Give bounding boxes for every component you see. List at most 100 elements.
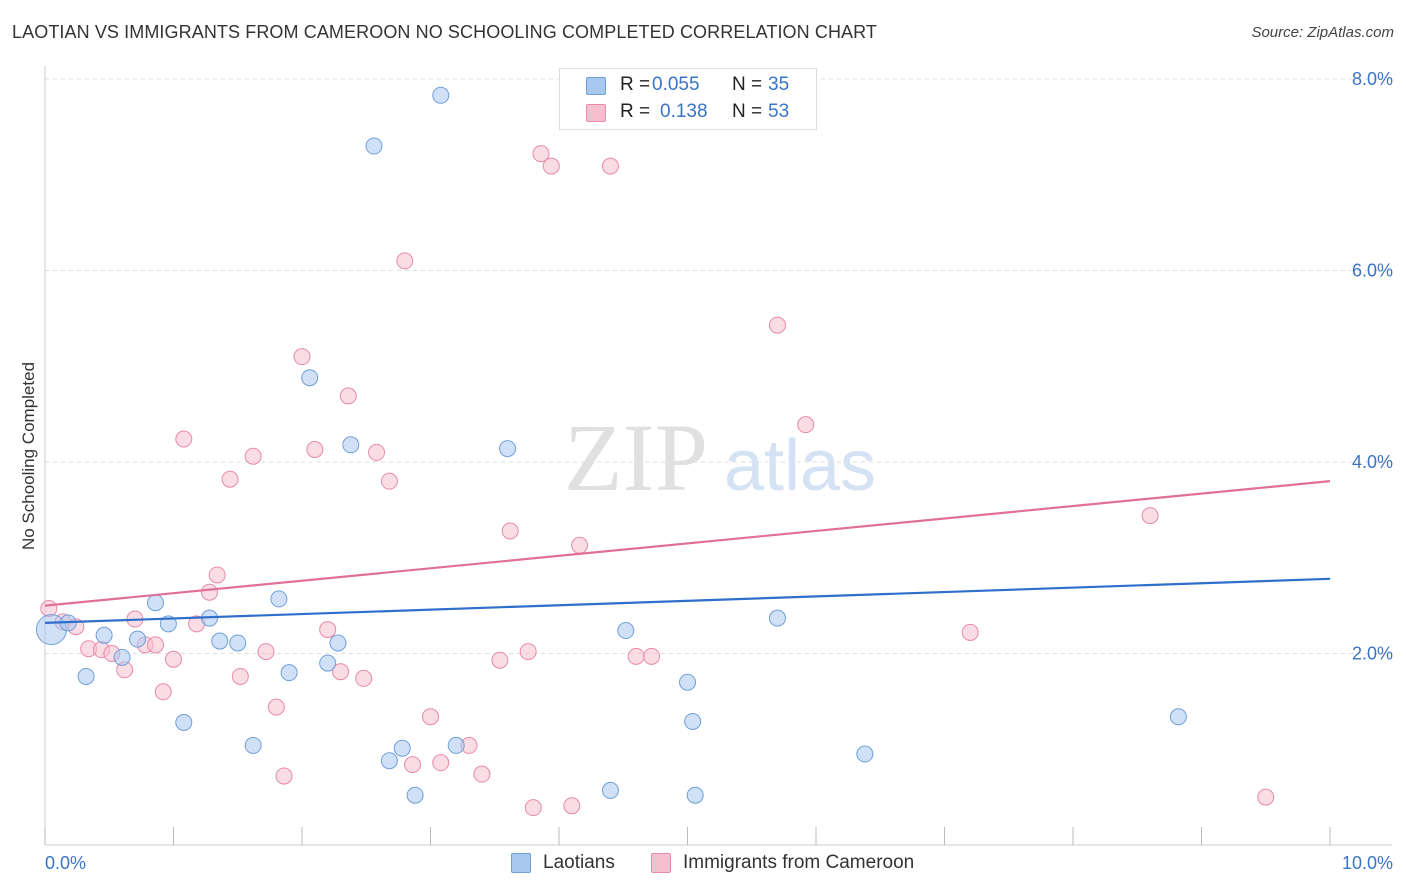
cameroon-point xyxy=(519,643,537,661)
laotians-point xyxy=(270,590,288,608)
cameroon-point xyxy=(221,470,239,488)
cameroon-point xyxy=(231,667,249,685)
laotians-point xyxy=(499,440,517,458)
y-tick-label: 8.0% xyxy=(1352,69,1393,89)
n-value: 35 xyxy=(768,74,790,95)
laotians-point xyxy=(1169,708,1187,726)
cameroon-point xyxy=(267,698,285,716)
trend-lines xyxy=(44,480,1331,624)
cameroon-point xyxy=(601,157,619,175)
gridlines xyxy=(45,78,1392,654)
cameroon-point xyxy=(422,708,439,726)
series-laotians-points xyxy=(35,82,1187,804)
source-label: Source: ZipAtlas.com xyxy=(1251,24,1394,41)
cameroon-point xyxy=(432,754,450,772)
cameroon-point xyxy=(571,536,589,554)
r-value: 0.055 xyxy=(652,74,700,95)
laotians-point xyxy=(244,736,262,754)
cameroon-point xyxy=(501,522,519,540)
laotians-point xyxy=(280,664,298,682)
cameroon-point xyxy=(200,583,218,601)
r-value: 0.138 xyxy=(660,101,708,122)
laotians-point xyxy=(113,648,131,666)
laotians-point xyxy=(301,369,319,387)
laotians-point xyxy=(129,630,147,648)
x-tick-label: 0.0% xyxy=(45,853,86,873)
cameroon-point xyxy=(275,767,293,785)
laotians-point xyxy=(77,667,95,685)
n-label: N = xyxy=(732,74,763,95)
laotians-point xyxy=(768,609,786,627)
laotians-point xyxy=(686,786,704,804)
cameroon-point xyxy=(1257,788,1275,806)
cameroon-point xyxy=(961,623,979,641)
cameroon-point xyxy=(175,430,193,448)
cameroon-swatch xyxy=(586,104,606,122)
cameroon-point xyxy=(147,636,165,654)
cameroon-point xyxy=(40,599,58,617)
n-label: N = xyxy=(732,101,763,122)
cameroon-point xyxy=(339,387,357,405)
laotians-point xyxy=(684,712,702,730)
cameroon-point xyxy=(154,683,172,701)
cameroon-point xyxy=(208,566,226,584)
cameroon-point xyxy=(396,252,414,270)
y-tick-label: 4.0% xyxy=(1352,452,1393,472)
laotians-point xyxy=(406,786,424,804)
laotians-point xyxy=(211,632,229,650)
laotians-point xyxy=(679,673,696,691)
cameroon-point xyxy=(380,472,398,490)
laotians-point xyxy=(319,654,337,672)
cameroon-point xyxy=(293,348,311,366)
cameroon-point xyxy=(768,316,786,334)
cameroon-point xyxy=(563,797,581,815)
laotians-point xyxy=(147,594,165,612)
laotians-swatch xyxy=(511,853,531,873)
cameroon-swatch xyxy=(651,853,671,873)
axes xyxy=(44,66,1392,846)
watermark-zip: ZIP xyxy=(564,404,708,511)
x-tick-label: 10.0% xyxy=(1342,853,1393,873)
cameroon-point xyxy=(319,621,337,639)
legend-label-laotians: Laotians xyxy=(543,852,615,873)
cameroon-point xyxy=(306,441,324,459)
y-axis-label: No Schooling Completed xyxy=(19,362,38,550)
laotians-point xyxy=(329,634,347,652)
y-tick-label: 6.0% xyxy=(1352,261,1393,281)
cameroon-point xyxy=(491,651,509,669)
laotians-point xyxy=(856,745,874,763)
laotians-point xyxy=(432,86,450,104)
legend-label-cameroon: Immigrants from Cameroon xyxy=(683,852,915,873)
r-label: R = xyxy=(620,74,651,95)
chart-title: LAOTIAN VS IMMIGRANTS FROM CAMEROON NO S… xyxy=(12,22,878,42)
cameroon-point xyxy=(368,443,386,461)
y-tick-label: 2.0% xyxy=(1352,644,1393,664)
cameroon-point xyxy=(532,145,550,163)
watermark: ZIP atlas xyxy=(564,404,876,511)
laotians-point xyxy=(95,626,113,644)
cameroon-point xyxy=(355,669,373,687)
laotians-point xyxy=(380,752,398,770)
laotians-point xyxy=(229,634,247,652)
laotians-point xyxy=(447,736,465,754)
cameroon-point xyxy=(643,647,661,665)
laotians-point xyxy=(601,781,619,799)
cameroon-point xyxy=(404,756,422,774)
n-value: 53 xyxy=(768,101,790,122)
tick-labels: 2.0% 4.0% 6.0% 8.0% 0.0% 10.0% xyxy=(45,69,1393,873)
correlation-legend: R = 0.055 N = 35 R = 0.138 N = 53 xyxy=(559,68,817,130)
laotians-point xyxy=(617,622,635,640)
laotians-trend-line xyxy=(44,577,1331,624)
laotians-point xyxy=(342,436,360,454)
cameroon-point xyxy=(257,643,275,661)
cameroon-point xyxy=(524,799,542,817)
cameroon-point xyxy=(542,157,560,175)
cameroon-point xyxy=(332,663,350,681)
cameroon-point xyxy=(627,647,645,665)
cameroon-point xyxy=(797,416,815,434)
cameroon-point xyxy=(1141,507,1159,525)
cameroon-point xyxy=(165,650,182,668)
cameroon-trend-line xyxy=(44,480,1331,607)
watermark-atlas: atlas xyxy=(724,426,876,506)
